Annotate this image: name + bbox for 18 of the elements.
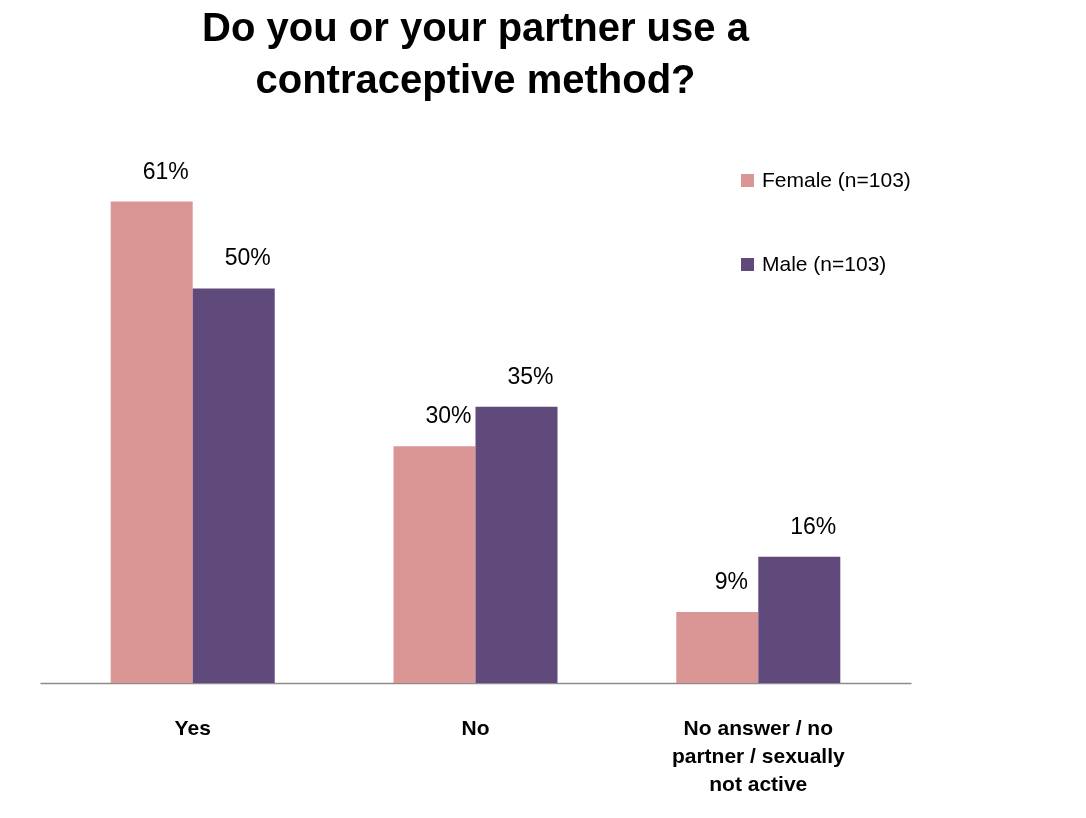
x-tick-label: Yes (174, 715, 211, 739)
data-label: 30% (425, 402, 472, 429)
bar (676, 611, 759, 683)
data-label: 16% (790, 512, 837, 539)
data-label: 61% (142, 157, 189, 184)
data-label: 35% (507, 362, 554, 389)
bar (393, 446, 476, 683)
bar (192, 288, 275, 683)
data-label: 50% (224, 244, 271, 271)
data-label: 9% (714, 567, 748, 594)
bar (758, 556, 841, 683)
x-tick-label: No answer / no partner / sexually not active (671, 715, 845, 795)
bar (110, 201, 193, 683)
bar (475, 406, 558, 683)
legend-label: Male (n=103) (762, 251, 887, 275)
chart-title: Do you or your partner use a contraceptive method? (202, 4, 750, 101)
x-tick-label: No (461, 715, 490, 739)
legend-label: Female (n=103) (762, 167, 911, 191)
